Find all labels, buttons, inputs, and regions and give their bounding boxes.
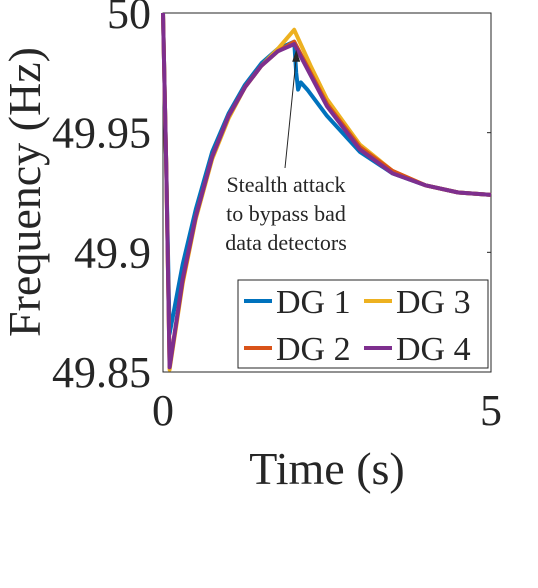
legend-label-dg2: DG 2 xyxy=(276,331,351,368)
legend: DG 1 DG 3 DG 2 DG 4 xyxy=(237,279,489,369)
legend-label-dg4: DG 4 xyxy=(396,331,471,368)
x-tick-label: 5 xyxy=(480,386,502,435)
series-lines xyxy=(161,12,492,372)
x-axis-label: Time (s) xyxy=(249,443,405,494)
legend-box xyxy=(237,279,489,369)
y-axis-label: Frequency (Hz) xyxy=(0,47,50,337)
annotation-arrow xyxy=(284,57,297,169)
legend-label-dg3: DG 3 xyxy=(396,284,471,321)
legend-label-dg1: DG 1 xyxy=(276,284,351,321)
legend-entry-dg2: DG 2 xyxy=(244,331,351,368)
y-tick-label: 49.9 xyxy=(74,228,151,277)
annotation-line-2: to bypass bad xyxy=(226,201,346,226)
legend-entry-dg4: DG 4 xyxy=(364,331,471,368)
y-tick-label: 49.85 xyxy=(52,348,151,397)
annotation-line-1: Stealth attack xyxy=(226,172,345,197)
series-line-dg4 xyxy=(161,12,492,370)
legend-entry-dg1: DG 1 xyxy=(244,284,351,321)
y-tick-label: 49.95 xyxy=(52,109,151,158)
annotation-line-3: data detectors xyxy=(225,230,347,255)
annotation-arrowhead xyxy=(292,49,301,62)
annotation: Stealth attack to bypass bad data detect… xyxy=(225,49,347,255)
x-tick-label: 0 xyxy=(152,386,174,435)
y-tick-label: 50 xyxy=(107,0,151,38)
y-axis-ticks: 49.85 49.9 49.95 50 xyxy=(52,0,491,397)
legend-entry-dg3: DG 3 xyxy=(364,284,471,321)
